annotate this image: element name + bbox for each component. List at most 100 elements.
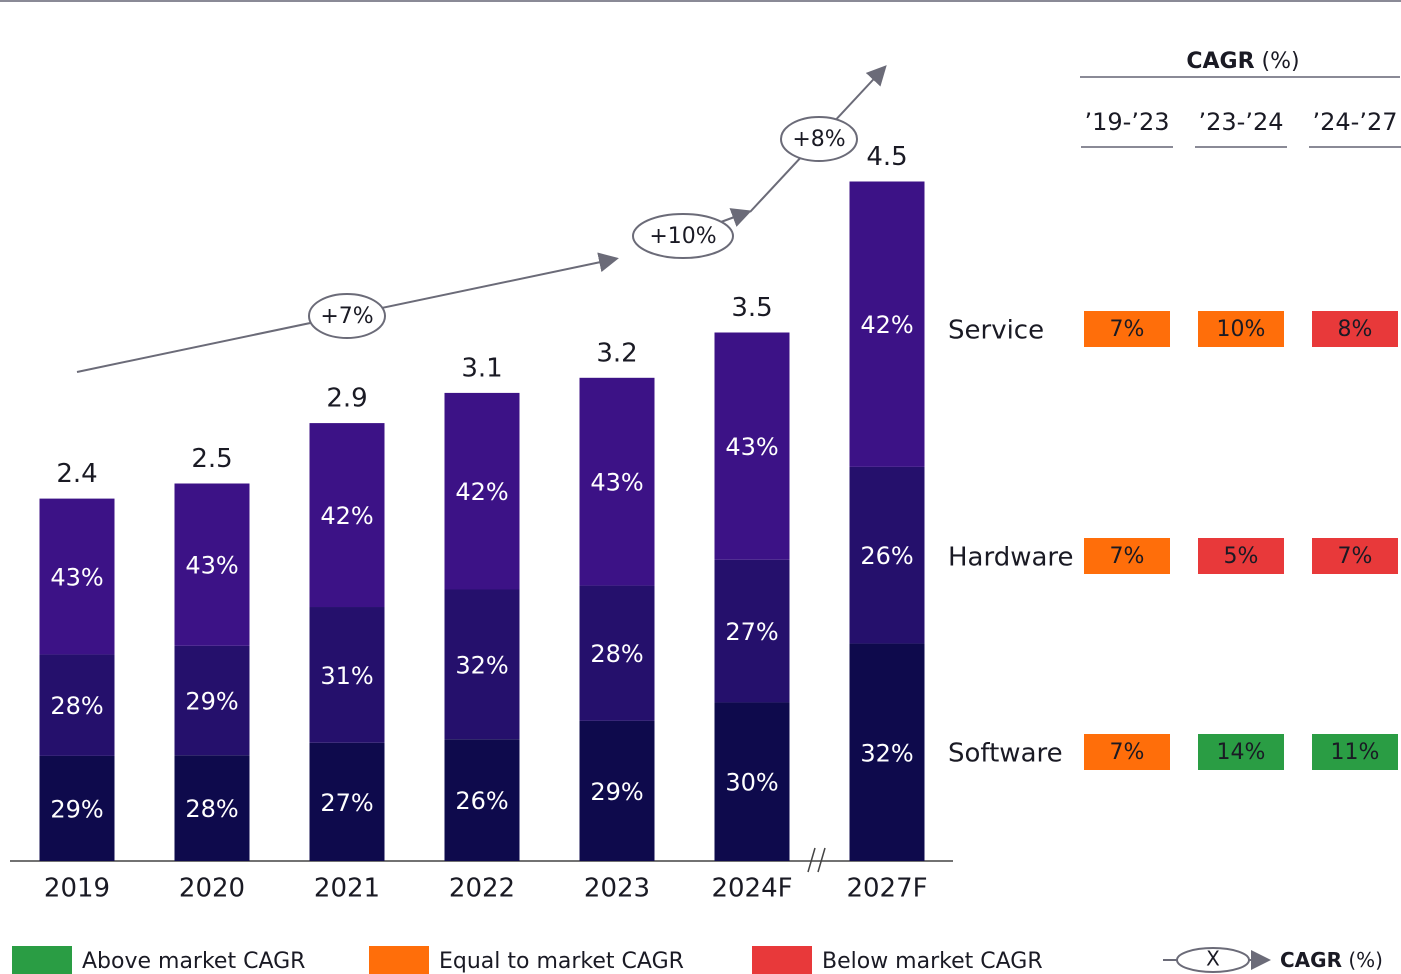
total-label: 2.4	[56, 459, 97, 489]
bar-segment	[444, 739, 520, 861]
x-tick-label: 2021	[314, 874, 380, 904]
cagr-cell	[1312, 538, 1398, 574]
legend-swatch	[369, 946, 429, 974]
segment-label: 26%	[455, 787, 508, 815]
bar-segment	[174, 755, 250, 861]
segment-label: 32%	[860, 739, 913, 767]
cagr-cell-label: 7%	[1338, 544, 1373, 569]
growth-label: +8%	[792, 127, 845, 152]
total-label: 2.5	[191, 444, 232, 474]
growth-bubble	[632, 213, 734, 259]
bar-segment	[579, 377, 655, 586]
bar-segment	[174, 645, 250, 756]
legend-swatch	[752, 946, 812, 974]
segment-label: 26%	[860, 542, 913, 570]
bar-segment	[579, 720, 655, 861]
cagr-cell	[1312, 734, 1398, 770]
growth-label: +7%	[320, 304, 373, 329]
legend-label: Above market CAGR	[82, 949, 305, 974]
bar-segment	[849, 643, 925, 861]
segment-label: 43%	[725, 433, 778, 461]
cagr-cell-label: 8%	[1338, 317, 1373, 342]
segment-label: 28%	[590, 640, 643, 668]
row-label: Software	[948, 739, 1063, 769]
cagr-cell	[1084, 734, 1170, 770]
legend-label: Below market CAGR	[822, 949, 1043, 974]
growth-bubble	[780, 116, 858, 162]
segment-label: 43%	[185, 552, 238, 580]
segment-label: 31%	[320, 662, 373, 690]
total-label: 3.5	[731, 293, 772, 323]
cagr-cell-label: 14%	[1217, 740, 1266, 765]
cagr-cell-label: 10%	[1217, 317, 1266, 342]
cagr-unit: (%)	[1262, 49, 1300, 74]
total-label: 4.5	[866, 142, 907, 172]
bar-segment	[309, 607, 385, 743]
cagr-title-text: CAGR	[1186, 49, 1254, 74]
cagr-cell	[1084, 311, 1170, 347]
period-header: ’19-’23	[1085, 108, 1170, 136]
cagr-cell	[1312, 311, 1398, 347]
cagr-cell-label: 11%	[1331, 740, 1380, 765]
segment-label: 43%	[590, 469, 643, 497]
legend-label: Equal to market CAGR	[439, 949, 684, 974]
arrow-legend: X CAGR (%)	[1163, 947, 1383, 973]
bar-segment	[444, 589, 520, 740]
x-tick-label: 2024F	[711, 874, 792, 904]
bar-segment	[444, 392, 520, 590]
segment-label: 42%	[320, 502, 373, 530]
row-label: Hardware	[948, 543, 1074, 573]
bar-segment	[309, 742, 385, 861]
x-tick-label: 2019	[44, 874, 110, 904]
segment-label: 32%	[455, 651, 508, 679]
cagr-cell-label: 7%	[1110, 544, 1145, 569]
bar-segment	[714, 332, 790, 560]
arrow-legend-text: CAGR	[1280, 948, 1342, 972]
segment-label: 42%	[455, 478, 508, 506]
arrow-legend-label: CAGR (%)	[1280, 948, 1383, 972]
cagr-cell	[1084, 538, 1170, 574]
segment-label: 29%	[590, 778, 643, 806]
segment-label: 28%	[185, 795, 238, 823]
cagr-cell-label: 5%	[1224, 544, 1259, 569]
bar-segment	[849, 466, 925, 644]
growth-bubble	[308, 293, 386, 339]
total-label: 3.1	[461, 353, 502, 383]
growth-arrows	[76, 65, 887, 373]
segment-label: 30%	[725, 769, 778, 797]
bar-segment	[39, 755, 115, 861]
arrow-legend-unit: (%)	[1348, 948, 1383, 972]
period-header: ’24-’27	[1313, 108, 1398, 136]
axis-break	[807, 847, 826, 873]
cagr-cell-label: 7%	[1110, 317, 1145, 342]
x-tick-label: 2020	[179, 874, 245, 904]
bar-segment	[714, 559, 790, 703]
segment-label: 29%	[50, 795, 103, 823]
total-label: 3.2	[596, 338, 637, 368]
bar-segment	[174, 483, 250, 646]
segment-label: 28%	[50, 692, 103, 720]
legend-swatch	[12, 946, 72, 974]
x-tick-label: 2022	[449, 874, 515, 904]
bar-segment	[309, 423, 385, 608]
cagr-title: CAGR (%)	[1186, 49, 1299, 74]
cagr-cell-label: 7%	[1110, 740, 1145, 765]
cagr-cell	[1198, 538, 1284, 574]
x-tick-label: 2023	[584, 874, 650, 904]
segment-label: 43%	[50, 564, 103, 592]
bar-segment	[714, 702, 790, 861]
segment-label: 42%	[860, 311, 913, 339]
x-tick-label: 2027F	[846, 874, 927, 904]
arrow-legend-symbol: X	[1206, 947, 1220, 971]
bar-segment	[579, 585, 655, 721]
total-label: 2.9	[326, 384, 367, 414]
cagr-cell	[1198, 311, 1284, 347]
segment-label: 27%	[320, 789, 373, 817]
row-label: Service	[948, 316, 1044, 346]
period-header: ’23-’24	[1199, 108, 1284, 136]
bar-segment	[849, 181, 925, 467]
segment-label: 29%	[185, 688, 238, 716]
bar-segment	[39, 654, 115, 756]
growth-label: +10%	[649, 224, 716, 249]
